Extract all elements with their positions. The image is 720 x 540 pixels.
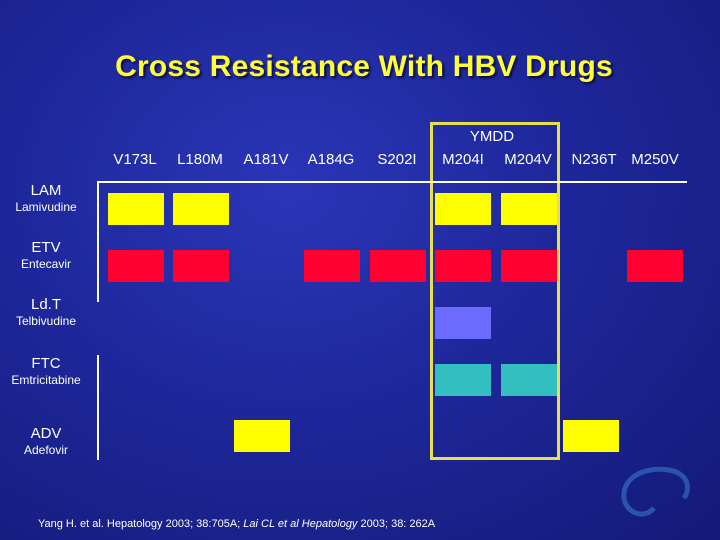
cell-etv-s202i [370, 250, 426, 282]
cell-ftc-m204v [501, 364, 557, 396]
liver-logo-icon [621, 466, 690, 517]
drug-abbr: Ld.T [30, 296, 61, 313]
drug-label-ftc: FTC Emtricitabine [0, 355, 92, 387]
citation-part-2: Lai CL et al Hepatology [243, 518, 358, 530]
ymdd-highlight-box [430, 122, 560, 460]
mutation-label-m250v: M250V [631, 151, 679, 168]
mutation-label-n236t: N236T [571, 151, 617, 168]
cell-etv-m204i [435, 250, 491, 282]
slide-title: Cross Resistance With HBV Drugs [115, 50, 613, 83]
cell-adv-a181v [234, 420, 290, 452]
drug-name: Telbivudine [15, 314, 77, 328]
drug-label-etv: ETV Entecavir [0, 239, 92, 271]
citation-part-1: Yang H. et al. Hepatology 2003; 38:705A; [38, 518, 244, 530]
citation-part-3: 2003; 38: 262A [357, 518, 436, 530]
cell-etv-m250v [627, 250, 683, 282]
mutation-label-m204i: M204I [442, 151, 484, 168]
cell-etv-l180m [173, 250, 229, 282]
drug-name: Lamivudine [15, 200, 77, 214]
cell-lam-v173l [108, 193, 164, 225]
cell-adv-n236t [563, 420, 619, 452]
drug-name: Entecavir [20, 257, 72, 271]
header-divider [97, 181, 687, 183]
mutation-label-s202i: S202I [377, 151, 417, 168]
cell-lam-l180m [173, 193, 229, 225]
drug-label-ldt: Ld.T Telbivudine [0, 296, 92, 328]
drug-name: Adefovir [23, 443, 69, 457]
mutation-label-v173l: V173L [113, 151, 157, 168]
mutation-label-m204v: M204V [504, 151, 552, 168]
drug-name: Emtricitabine [11, 373, 81, 387]
mutation-label-l180m: L180M [177, 151, 223, 168]
cell-etv-a184g [304, 250, 360, 282]
citation: Yang H. et al. Hepatology 2003; 38:705A;… [38, 518, 435, 530]
cell-etv-v173l [108, 250, 164, 282]
cell-ftc-m204i [435, 364, 491, 396]
cell-ldt-m204i [435, 307, 491, 339]
mutation-label-a181v: A181V [243, 151, 289, 168]
ymdd-group-label: YMDD [469, 128, 515, 145]
row-divider-upper [97, 182, 99, 302]
row-divider-lower [97, 355, 99, 460]
drug-abbr: ADV [30, 425, 62, 442]
drug-label-adv: ADV Adefovir [0, 425, 92, 457]
mutation-label-a184g: A184G [307, 151, 355, 168]
drug-abbr: ETV [31, 239, 61, 256]
drug-abbr: FTC [31, 355, 61, 372]
drug-label-lam: LAM Lamivudine [0, 182, 92, 214]
drug-abbr: LAM [30, 182, 62, 199]
cell-etv-m204v [501, 250, 557, 282]
cell-lam-m204v [501, 193, 557, 225]
cell-lam-m204i [435, 193, 491, 225]
